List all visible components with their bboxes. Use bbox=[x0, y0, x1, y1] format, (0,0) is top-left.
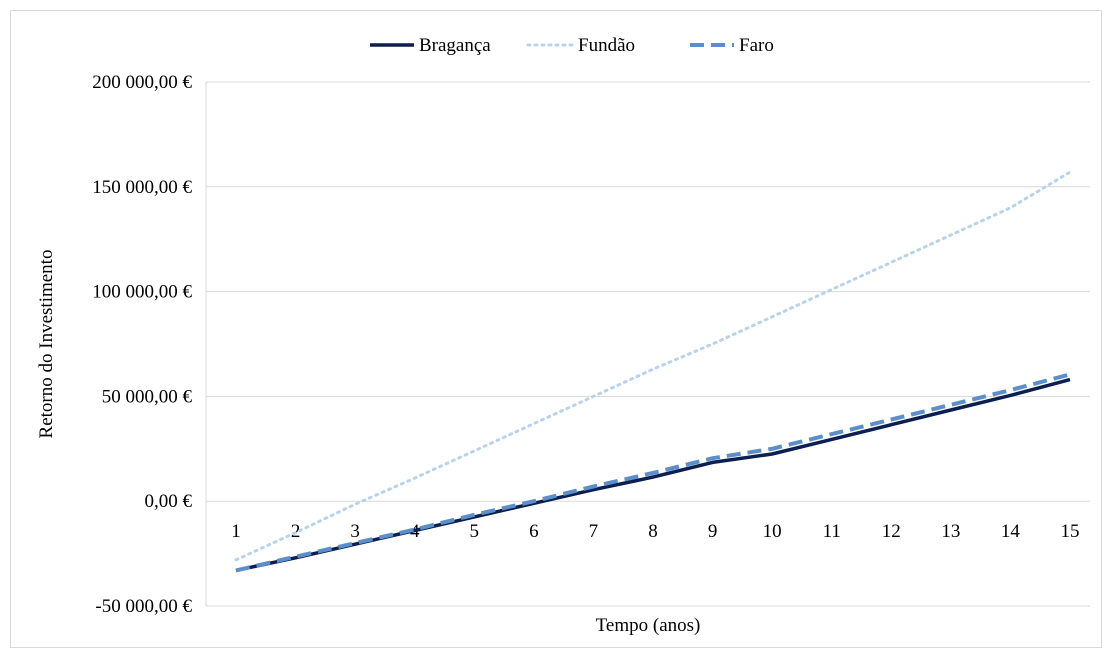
y-tick-label: -50 000,00 € bbox=[95, 596, 192, 617]
x-tick-label: 13 bbox=[941, 521, 960, 542]
y-tick-label: 50 000,00 € bbox=[102, 386, 193, 407]
chart-frame bbox=[10, 10, 1102, 648]
series-line-1 bbox=[235, 377, 1071, 573]
y-tick-label: 0,00 € bbox=[145, 491, 193, 512]
x-tick-label: 8 bbox=[648, 521, 658, 542]
x-tick-label: 10 bbox=[763, 521, 782, 542]
series-line-2 bbox=[234, 170, 1072, 562]
series-line-3 bbox=[235, 372, 1071, 573]
x-tick-label: 3 bbox=[350, 521, 360, 542]
x-tick-label: 5 bbox=[470, 521, 480, 542]
y-axis-ticks: -50 000,00 € 0,00 € 50 000,00 € 100 000,00 … bbox=[92, 72, 192, 617]
legend-label: Fundão bbox=[578, 35, 635, 56]
x-tick-label: 9 bbox=[708, 521, 718, 542]
legend-label: Faro bbox=[739, 35, 774, 56]
x-tick-label: 6 bbox=[529, 521, 539, 542]
x-tick-label: 12 bbox=[882, 521, 901, 542]
x-tick-label: 14 bbox=[1001, 521, 1021, 542]
x-tick-label: 7 bbox=[589, 521, 599, 542]
series-layer bbox=[234, 170, 1072, 573]
x-tick-label: 11 bbox=[823, 521, 841, 542]
gridlines bbox=[206, 81, 1090, 607]
legend: Bragança Fundão Faro bbox=[370, 35, 774, 56]
x-axis-ticks: 1 2 3 4 5 6 7 8 9 10 11 12 13 14 15 bbox=[231, 521, 1079, 542]
x-axis-title: Tempo (anos) bbox=[596, 615, 701, 636]
legend-label: Bragança bbox=[419, 35, 491, 56]
x-tick-label: 15 bbox=[1061, 521, 1080, 542]
x-tick-label: 1 bbox=[231, 521, 241, 542]
y-tick-label: 150 000,00 € bbox=[92, 177, 192, 198]
y-tick-label: 100 000,00 € bbox=[92, 282, 192, 303]
y-axis-title: Retorno do Investimento bbox=[36, 250, 57, 439]
y-tick-label: 200 000,00 € bbox=[92, 72, 192, 93]
